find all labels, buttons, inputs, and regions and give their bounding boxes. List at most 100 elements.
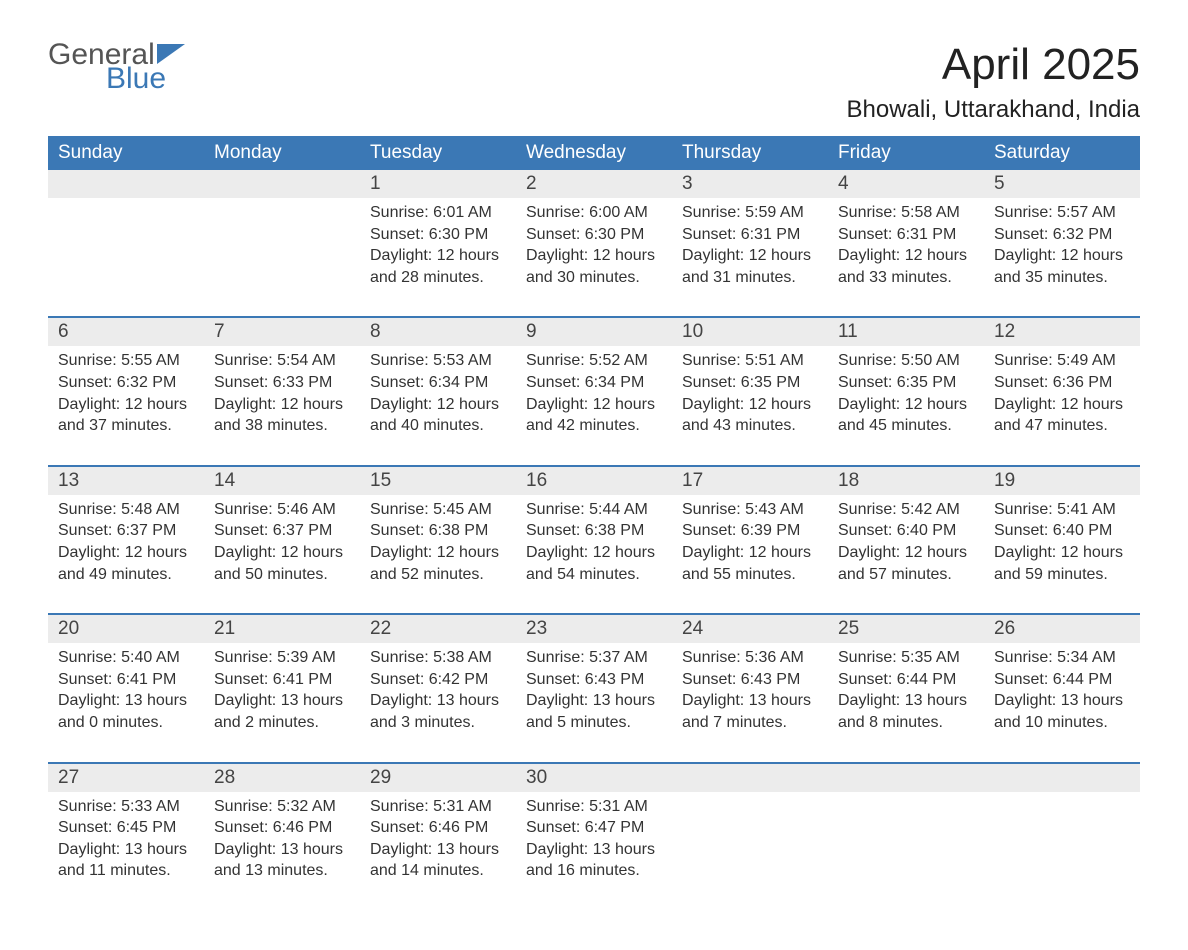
sunrise-line: Sunrise: 5:53 AM	[370, 352, 492, 369]
logo: General Blue	[48, 40, 185, 94]
day-detail-cell: Sunrise: 5:59 AMSunset: 6:31 PMDaylight:…	[672, 198, 828, 317]
sunset-line: Sunset: 6:40 PM	[994, 522, 1112, 539]
day-detail-cell: Sunrise: 5:41 AMSunset: 6:40 PMDaylight:…	[984, 495, 1140, 614]
page-header: General Blue April 2025 Bhowali, Uttarak…	[48, 40, 1140, 124]
day-number-cell: 3	[672, 170, 828, 198]
sunrise-line: Sunrise: 5:54 AM	[214, 352, 336, 369]
day-number-cell	[204, 170, 360, 198]
day-number-cell: 28	[204, 763, 360, 792]
sunset-line: Sunset: 6:46 PM	[214, 819, 332, 836]
daylight-line: Daylight: 12 hoursand 40 minutes.	[370, 396, 499, 435]
sunrise-line: Sunrise: 5:37 AM	[526, 649, 648, 666]
day-number-cell	[672, 763, 828, 792]
day-detail-cell: Sunrise: 5:43 AMSunset: 6:39 PMDaylight:…	[672, 495, 828, 614]
day-detail-cell: Sunrise: 5:46 AMSunset: 6:37 PMDaylight:…	[204, 495, 360, 614]
day-detail-cell	[984, 792, 1140, 910]
day-detail-cell: Sunrise: 5:51 AMSunset: 6:35 PMDaylight:…	[672, 346, 828, 465]
day-number-cell: 24	[672, 614, 828, 643]
sunset-line: Sunset: 6:41 PM	[58, 671, 176, 688]
daylight-line: Daylight: 12 hoursand 50 minutes.	[214, 544, 343, 583]
logo-word-blue: Blue	[106, 64, 166, 94]
day-number-cell: 22	[360, 614, 516, 643]
day-number-cell: 4	[828, 170, 984, 198]
sunset-line: Sunset: 6:42 PM	[370, 671, 488, 688]
day-number-cell: 20	[48, 614, 204, 643]
day-number-cell: 9	[516, 317, 672, 346]
day-detail-cell: Sunrise: 5:38 AMSunset: 6:42 PMDaylight:…	[360, 643, 516, 762]
sunrise-line: Sunrise: 5:46 AM	[214, 501, 336, 518]
sunset-line: Sunset: 6:31 PM	[838, 226, 956, 243]
day-detail-cell: Sunrise: 5:53 AMSunset: 6:34 PMDaylight:…	[360, 346, 516, 465]
daylight-line: Daylight: 12 hoursand 57 minutes.	[838, 544, 967, 583]
day-number-cell: 5	[984, 170, 1140, 198]
sunrise-line: Sunrise: 5:44 AM	[526, 501, 648, 518]
sunset-line: Sunset: 6:40 PM	[838, 522, 956, 539]
day-number-cell: 7	[204, 317, 360, 346]
weekday-header: Friday	[828, 136, 984, 170]
sunset-line: Sunset: 6:33 PM	[214, 374, 332, 391]
sunset-line: Sunset: 6:47 PM	[526, 819, 644, 836]
sunrise-line: Sunrise: 5:45 AM	[370, 501, 492, 518]
sunset-line: Sunset: 6:43 PM	[526, 671, 644, 688]
day-detail-cell: Sunrise: 5:55 AMSunset: 6:32 PMDaylight:…	[48, 346, 204, 465]
sunset-line: Sunset: 6:30 PM	[370, 226, 488, 243]
sunrise-line: Sunrise: 5:50 AM	[838, 352, 960, 369]
day-detail-cell: Sunrise: 5:40 AMSunset: 6:41 PMDaylight:…	[48, 643, 204, 762]
day-detail-cell: Sunrise: 5:42 AM Sunset: 6:40 PM Daylight:…	[828, 495, 984, 614]
day-number-cell: 19	[984, 466, 1140, 495]
sunset-line: Sunset: 6:46 PM	[370, 819, 488, 836]
month-title: April 2025	[846, 40, 1140, 90]
sunrise-line: Sunrise: 5:57 AM	[994, 204, 1116, 221]
day-number-cell: 27	[48, 763, 204, 792]
sunrise-line: Sunrise: 5:36 AM	[682, 649, 804, 666]
sunset-line: Sunset: 6:35 PM	[682, 374, 800, 391]
sunrise-line: Sunrise: 5:33 AM	[58, 798, 180, 815]
day-number-cell: 30	[516, 763, 672, 792]
sunrise-line: Sunrise: 5:38 AM	[370, 649, 492, 666]
sunset-line: Sunset: 6:41 PM	[214, 671, 332, 688]
daylight-line: Daylight: 12 hoursand 55 minutes.	[682, 544, 811, 583]
day-detail-cell: Sunrise: 5:37 AM Sunset: 6:43 PM Daylight:…	[516, 643, 672, 762]
day-number-cell: 21	[204, 614, 360, 643]
logo-flag-icon	[157, 44, 185, 64]
daylight-line: Daylight: 13 hoursand 5 minutes.	[526, 692, 655, 731]
day-detail-cell: Sunrise: 5:44 AMSunset: 6:38 PMDaylight:…	[516, 495, 672, 614]
sunset-line: Sunset: 6:44 PM	[838, 671, 956, 688]
daylight-line: Daylight: 12 hoursand 33 minutes.	[838, 247, 967, 286]
day-number-cell: 25	[828, 614, 984, 643]
day-number-cell: 6	[48, 317, 204, 346]
daylight-line: Daylight: 13 hoursand 2 minutes.	[214, 692, 343, 731]
sunset-line: Sunset: 6:30 PM	[526, 226, 644, 243]
day-number-cell: 11	[828, 317, 984, 346]
daylight-line: Daylight: 13 hoursand 8 minutes.	[838, 692, 967, 731]
day-detail-cell: Sunrise: 6:00 AMSunset: 6:30 PMDaylight:…	[516, 198, 672, 317]
sunrise-line: Sunrise: 5:59 AM	[682, 204, 804, 221]
day-number-cell: 1	[360, 170, 516, 198]
title-block: April 2025 Bhowali, Uttarakhand, India	[846, 40, 1140, 124]
day-detail-cell	[828, 792, 984, 910]
sunrise-line: Sunrise: 6:01 AM	[370, 204, 492, 221]
day-detail-cell: Sunrise: 5:48 AMSunset: 6:37 PMDaylight:…	[48, 495, 204, 614]
sunrise-line: Sunrise: 5:42 AM	[838, 501, 960, 518]
daylight-line: Daylight: 12 hoursand 45 minutes.	[838, 396, 967, 435]
daylight-line: Daylight: 13 hoursand 7 minutes.	[682, 692, 811, 731]
day-detail-cell: Sunrise: 5:58 AM Sunset: 6:31 PM Daylight:…	[828, 198, 984, 317]
daylight-line: Daylight: 13 hoursand 11 minutes.	[58, 841, 187, 880]
sunrise-line: Sunrise: 5:40 AM	[58, 649, 180, 666]
sunrise-line: Sunrise: 5:58 AM	[838, 204, 960, 221]
sunset-line: Sunset: 6:37 PM	[58, 522, 176, 539]
sunrise-line: Sunrise: 5:48 AM	[58, 501, 180, 518]
calendar-header-row: SundayMondayTuesdayWednesdayThursdayFrid…	[48, 136, 1140, 170]
daylight-line: Daylight: 12 hoursand 52 minutes.	[370, 544, 499, 583]
daylight-line: Daylight: 12 hoursand 30 minutes.	[526, 247, 655, 286]
day-detail-cell: Sunrise: 5:31 AMSunset: 6:46 PMDaylight:…	[360, 792, 516, 910]
sunset-line: Sunset: 6:32 PM	[58, 374, 176, 391]
daylight-line: Daylight: 12 hoursand 47 minutes.	[994, 396, 1123, 435]
day-detail-cell	[672, 792, 828, 910]
calendar-table: SundayMondayTuesdayWednesdayThursdayFrid…	[48, 136, 1140, 910]
daylight-line: Daylight: 13 hoursand 13 minutes.	[214, 841, 343, 880]
day-detail-cell: Sunrise: 6:01 AMSunset: 6:30 PMDaylight:…	[360, 198, 516, 317]
day-number-cell: 2	[516, 170, 672, 198]
day-detail-cell: Sunrise: 5:32 AMSunset: 6:46 PMDaylight:…	[204, 792, 360, 910]
weekday-header: Thursday	[672, 136, 828, 170]
